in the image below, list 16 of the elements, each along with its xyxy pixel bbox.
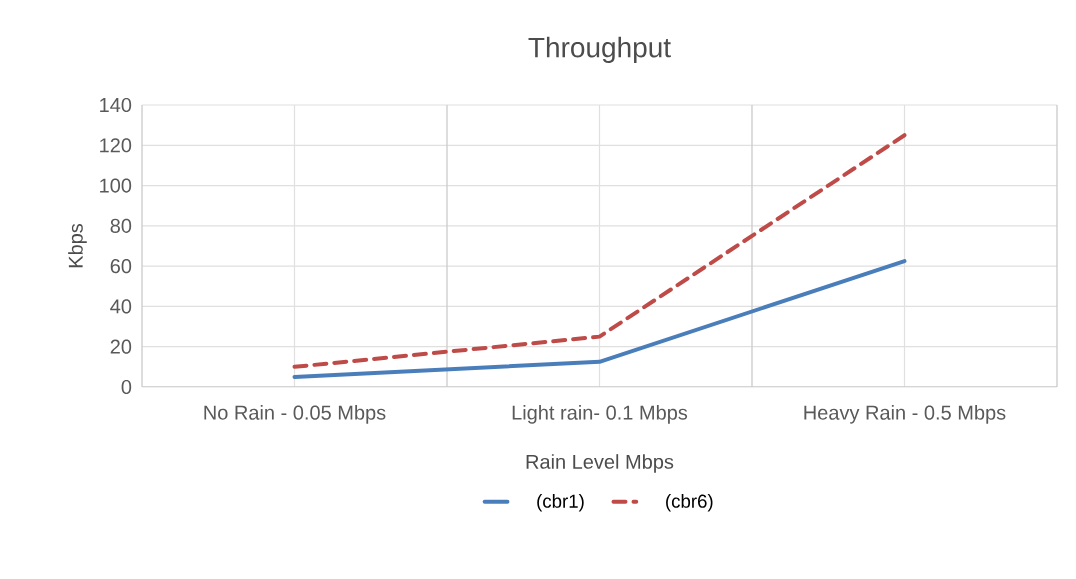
y-tick-label: 80 [110, 218, 132, 233]
y-tick-label: 0 [121, 379, 132, 395]
y-axis-title: Kbps [68, 223, 87, 268]
y-tick-label: 120 [100, 138, 132, 153]
legend-label: (cbr1) [537, 494, 584, 512]
legend-label: (cbr6) [666, 494, 713, 512]
y-tick-label: 140 [100, 97, 132, 113]
y-tick-label: 60 [110, 259, 132, 274]
x-tick-label: No Rain - 0.05 Mbps [204, 405, 386, 424]
x-axis-title: Rain Level Mbps [526, 454, 674, 473]
x-tick-label: Heavy Rain - 0.5 Mbps [804, 405, 1006, 424]
chart-title: Throughput [528, 36, 671, 63]
y-tick-label: 20 [110, 339, 132, 354]
y-tick-label: 100 [100, 178, 132, 193]
y-tick-label: 40 [110, 299, 132, 314]
x-tick-label: Light rain- 0.1 Mbps [512, 405, 688, 424]
